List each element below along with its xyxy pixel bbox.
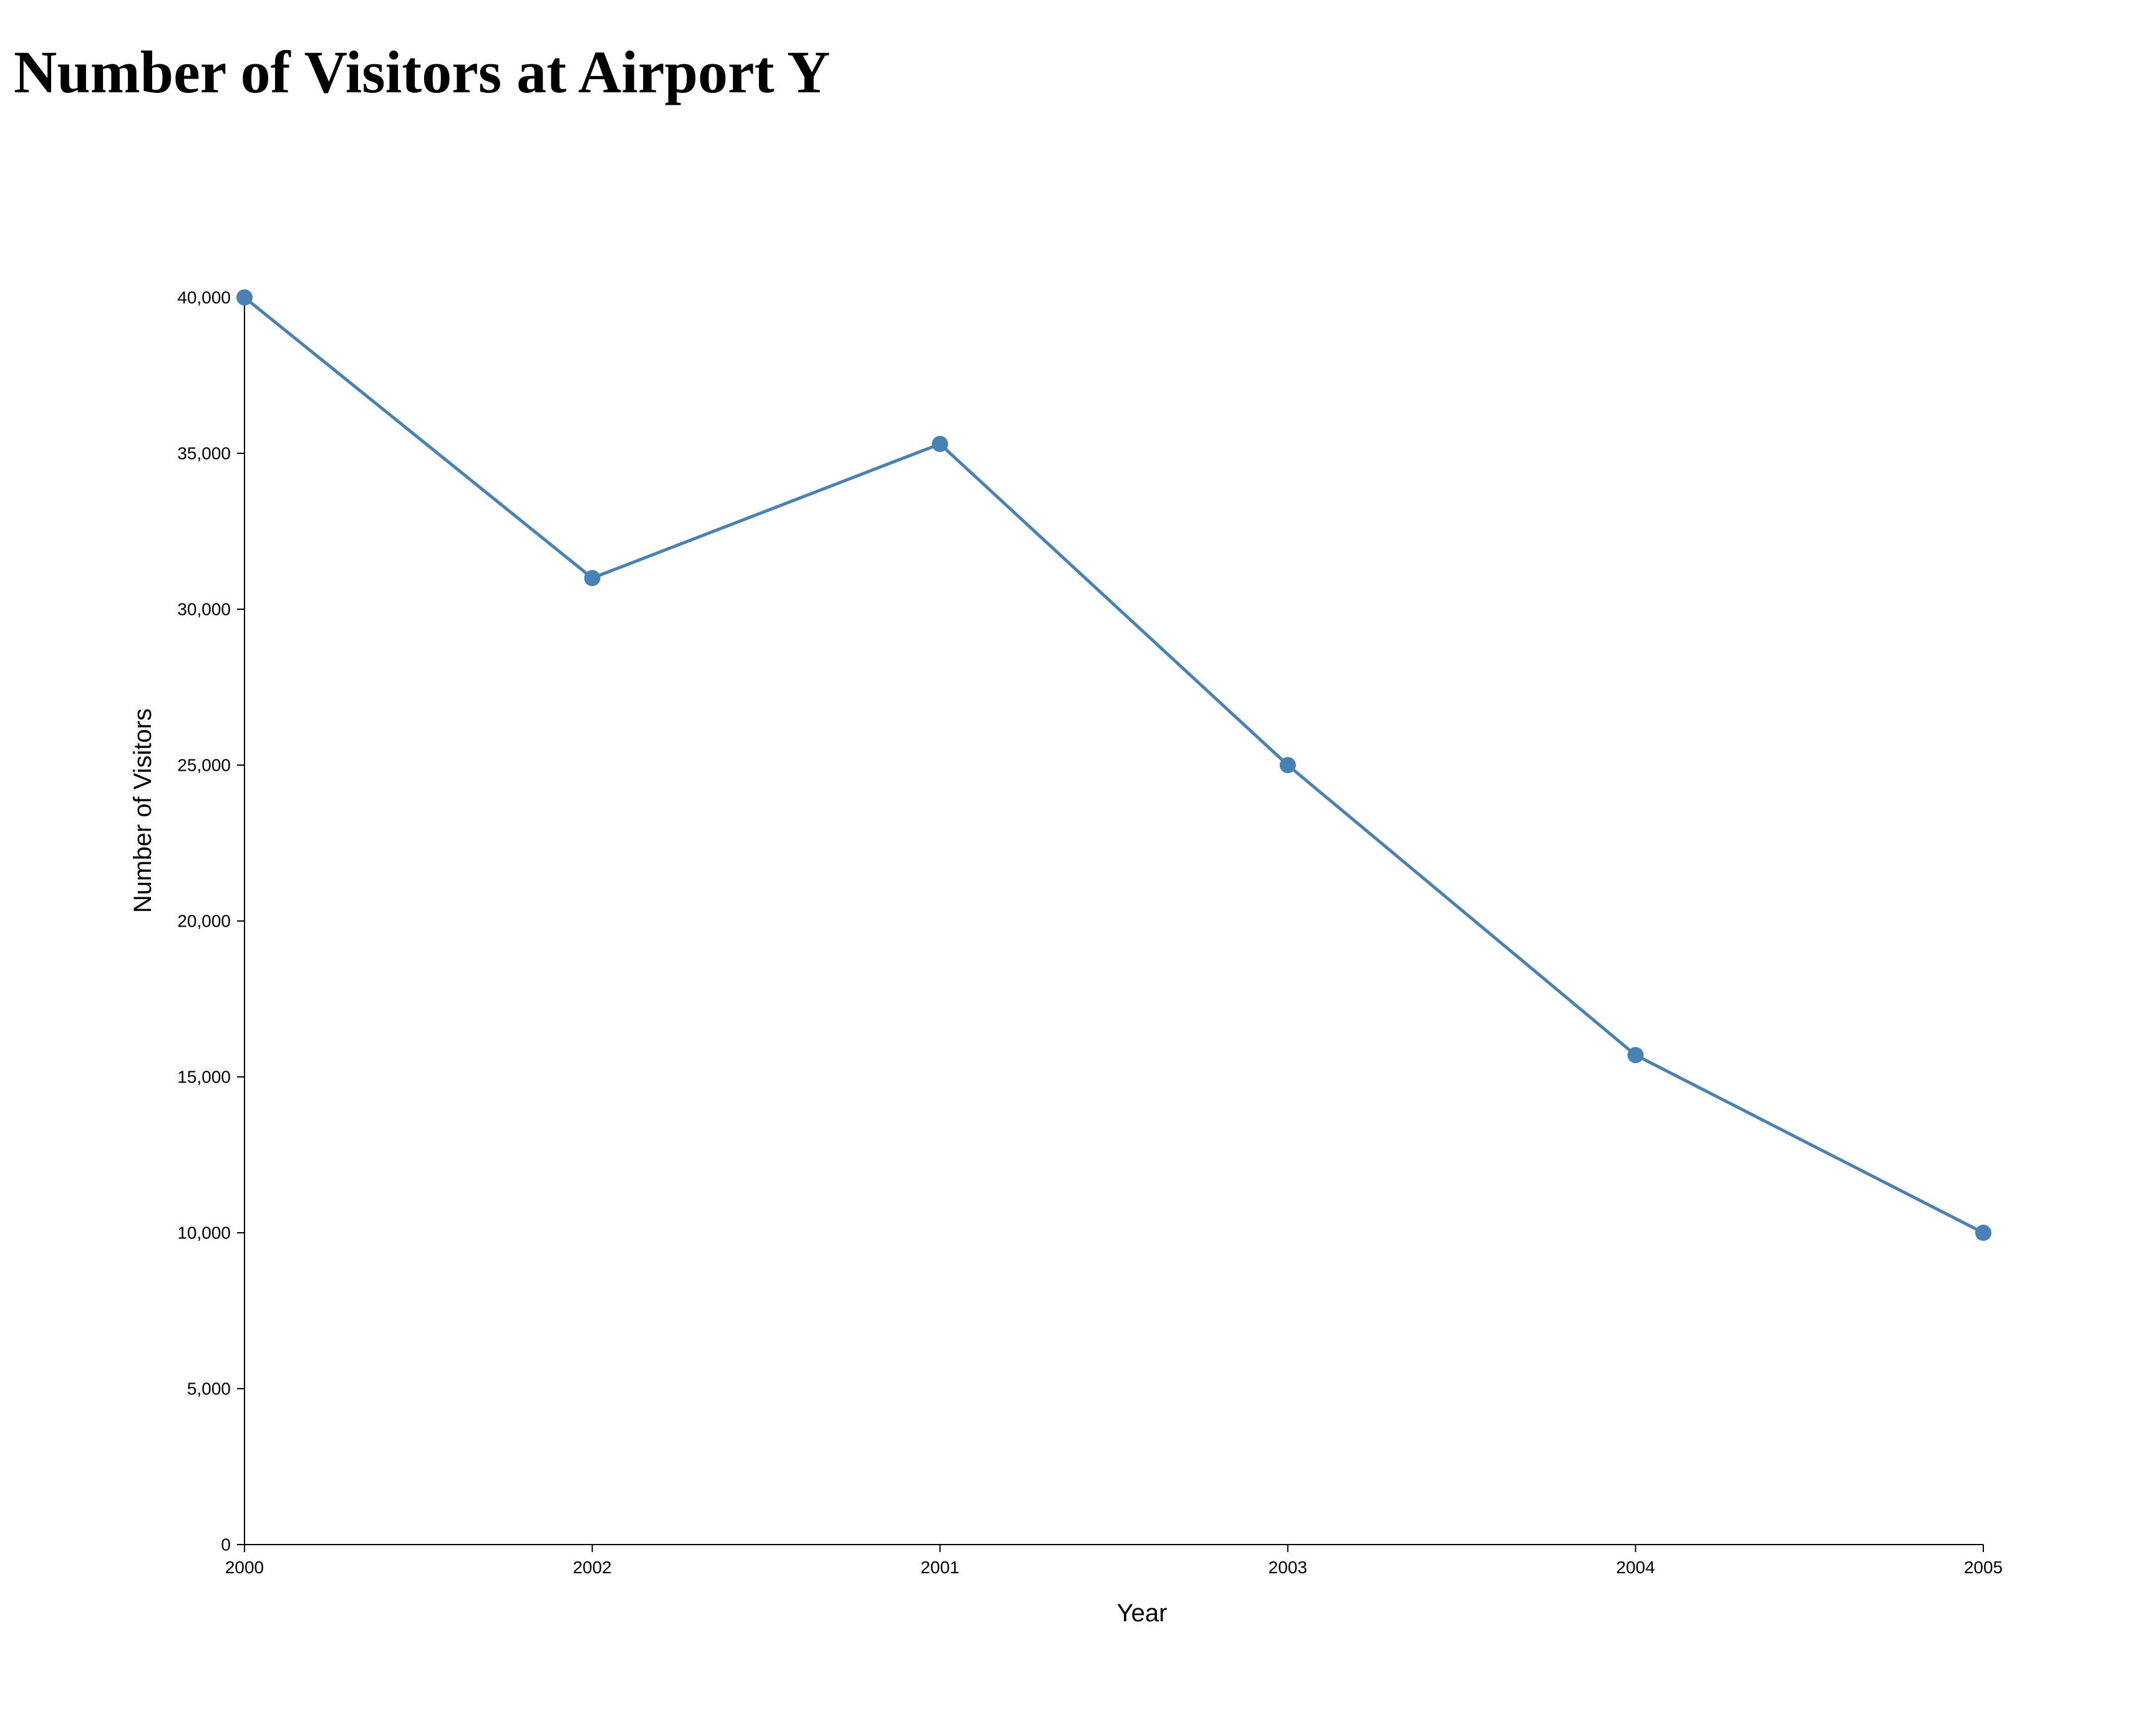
data-point-2000	[236, 289, 253, 306]
data-point-2005	[1975, 1225, 1991, 1241]
y-tick-label: 25,000	[177, 756, 231, 775]
y-tick-label: 20,000	[177, 912, 231, 931]
data-point-2003	[1279, 757, 1296, 773]
plot-area	[236, 289, 1991, 1241]
y-tick-label: 0	[221, 1535, 231, 1555]
y-axis: 0 5,000 10,000 15,000 20,000 25,000 30,000 35,0…	[177, 288, 245, 1555]
y-axis-title: Number of Visitors	[129, 708, 157, 913]
x-tick-label: 2004	[1616, 1558, 1655, 1577]
y-tick-label: 15,000	[177, 1068, 231, 1087]
data-point-2002	[584, 570, 601, 586]
chart-title: Number of Visitors at Airport Y	[14, 39, 831, 105]
x-tick-label: 2005	[1964, 1558, 2003, 1577]
series-line	[243, 296, 1985, 1235]
data-point-2001	[932, 436, 949, 452]
x-tick-label: 2003	[1269, 1558, 1307, 1577]
x-tick-label: 2000	[225, 1558, 264, 1577]
data-point-2004	[1627, 1047, 1644, 1063]
y-tick-label: 30,000	[177, 600, 231, 619]
y-tick-label: 5,000	[187, 1379, 231, 1399]
y-tick-label: 10,000	[177, 1223, 231, 1243]
x-axis: 2000 2002 2001 2003 2004 2005	[225, 1544, 2003, 1577]
x-tick-label: 2001	[921, 1558, 959, 1577]
y-tick-label: 40,000	[177, 288, 231, 307]
x-axis-title: Year	[1117, 1599, 1168, 1627]
y-tick-label: 35,000	[177, 444, 231, 463]
x-tick-label: 2002	[573, 1558, 611, 1577]
